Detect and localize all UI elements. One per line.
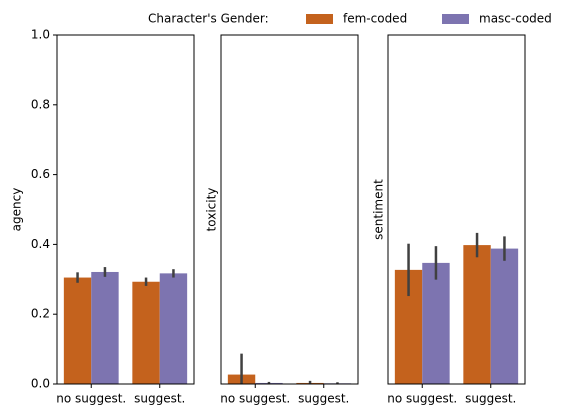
x-tick-label: no suggest. — [387, 392, 457, 406]
bar — [159, 273, 188, 384]
x-tick-label: no suggest. — [220, 392, 290, 406]
y-axis-label: agency — [10, 188, 24, 232]
y-axis-label: toxicity — [205, 188, 219, 232]
y-tick-label: 1.0 — [31, 28, 50, 42]
axes-frame — [220, 34, 359, 385]
legend-label: fem-coded — [343, 12, 407, 26]
legend-title: Character's Gender: — [148, 12, 269, 26]
bar — [422, 262, 450, 384]
y-axis-label: sentiment — [372, 179, 386, 240]
legend-swatch — [306, 14, 333, 24]
bar — [91, 271, 119, 384]
legend-label: masc-coded — [479, 12, 552, 26]
axes-frame — [387, 34, 526, 385]
x-tick-label: no suggest. — [56, 392, 126, 406]
x-tick-label: suggest. — [134, 392, 185, 406]
bar — [490, 248, 519, 384]
bar — [63, 277, 92, 384]
y-tick-label: 0.2 — [31, 307, 50, 321]
y-tick-label: 0.0 — [31, 377, 50, 391]
bar — [132, 281, 160, 384]
y-tick-label: 0.6 — [31, 167, 50, 181]
bar — [463, 245, 491, 384]
x-tick-label: suggest. — [465, 392, 516, 406]
axes-frame — [56, 34, 195, 385]
legend-swatch — [442, 14, 469, 24]
y-tick-label: 0.4 — [31, 237, 50, 251]
y-tick-label: 0.8 — [31, 97, 50, 111]
x-tick-label: suggest. — [298, 392, 349, 406]
